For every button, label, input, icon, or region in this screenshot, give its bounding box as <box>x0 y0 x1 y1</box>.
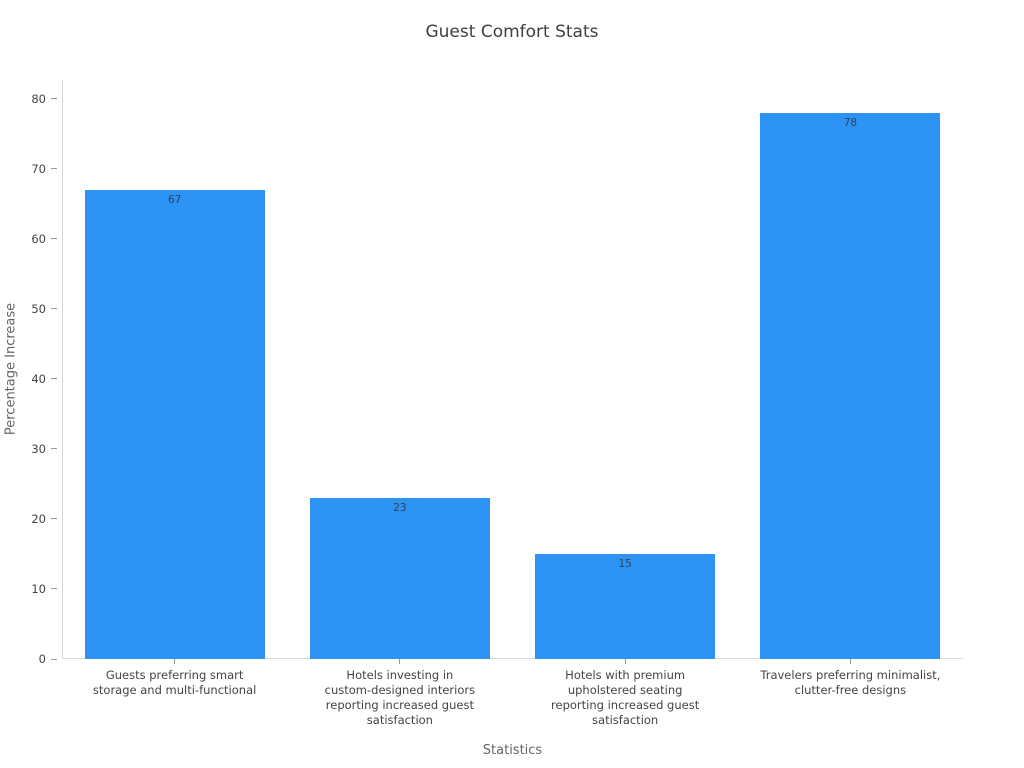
x-axis-tick-label-line: custom-designed interiors <box>324 683 476 697</box>
y-axis-tick-mark <box>51 588 57 590</box>
x-axis-title: Statistics <box>482 743 543 758</box>
chart-title: Guest Comfort Stats <box>425 22 599 42</box>
y-axis-tick-label: 40 <box>31 371 46 386</box>
y-axis-tick-mark <box>51 378 57 380</box>
y-axis-tick-mark <box>51 518 57 520</box>
x-axis-tick-label-line: Guests preferring smart <box>105 668 244 682</box>
y-axis-tick-label: 0 <box>38 652 46 666</box>
y-axis-tick-mark <box>51 658 57 660</box>
x-axis-tick-mark <box>849 659 851 664</box>
x-axis-tick-label-line: storage and multi-functional <box>92 683 257 697</box>
bar-value-label: 23 <box>393 501 407 514</box>
bar: 67 <box>84 189 265 659</box>
x-axis-tick-label-line: satisfaction <box>592 713 659 727</box>
x-axis-tick-label-line: reporting increased guest <box>551 698 700 712</box>
y-axis-tick-label: 10 <box>31 581 46 596</box>
x-axis-tick-label-line: Hotels investing in <box>346 668 454 682</box>
bar-value-label: 78 <box>843 116 858 129</box>
y-axis-tick-mark <box>51 448 57 450</box>
y-axis-tick-label: 70 <box>31 161 46 176</box>
x-axis-tick-label-line: satisfaction <box>366 713 433 727</box>
x-axis-tick-mark <box>174 659 176 664</box>
x-axis-tick-label: Hotels investing in custom-designed inter… <box>325 668 475 728</box>
y-axis-tick-label: 80 <box>31 91 46 106</box>
y-axis-tick-label: 60 <box>31 231 46 246</box>
bar: 23 <box>309 497 490 659</box>
y-axis-tick-label: 50 <box>31 301 46 316</box>
x-axis-tick-label-line: clutter-free designs <box>794 683 907 697</box>
y-axis-title: Percentage Increase <box>3 302 19 436</box>
x-axis-tick-label-line: Travelers preferring minimalist, <box>760 668 941 682</box>
bar-value-label: 15 <box>618 557 632 570</box>
x-axis-tick-label: Guests preferring smart storage and multi… <box>93 668 256 698</box>
y-axis-tick-mark <box>51 308 57 310</box>
y-axis-tick-mark <box>51 98 57 100</box>
y-axis-tick-mark <box>51 238 57 240</box>
x-axis-tick-label-line: reporting increased guest <box>325 698 474 712</box>
bar: 15 <box>535 553 716 659</box>
x-axis-tick-label-line: upholstered seating <box>567 683 683 697</box>
x-axis-tick-mark <box>399 659 401 664</box>
y-axis-tick-label: 30 <box>31 441 46 456</box>
x-axis-tick-label-line: Hotels with premium <box>565 668 686 682</box>
plot-area <box>62 80 963 659</box>
x-axis-tick-mark <box>624 659 626 664</box>
bar-value-label: 67 <box>167 193 182 206</box>
y-axis-tick-label: 20 <box>31 511 46 526</box>
bar: 78 <box>760 112 941 659</box>
y-axis-tick-mark <box>51 168 57 170</box>
x-axis-tick-label: Travelers preferring minimalist, clutter-… <box>760 668 940 698</box>
x-axis-tick-label: Hotels with premium upholstered seating re… <box>551 668 699 728</box>
